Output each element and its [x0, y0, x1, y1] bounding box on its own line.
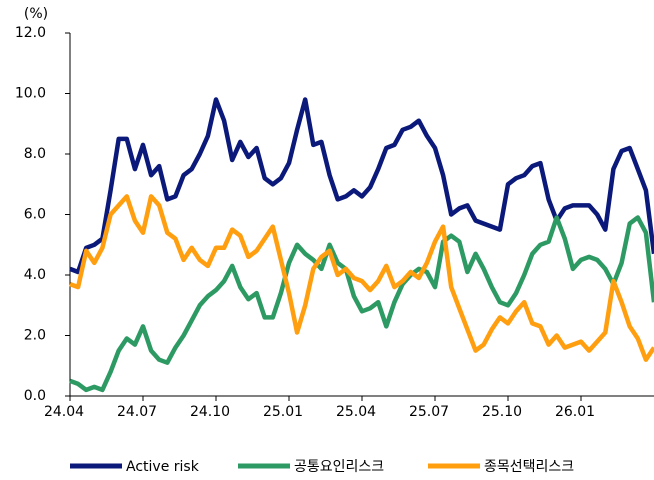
- unit-label: (%): [24, 6, 48, 22]
- legend-label: 공통요인리스크: [294, 459, 384, 475]
- legend-label: Active risk: [126, 459, 200, 475]
- y-tick-label: 8.0: [24, 146, 46, 162]
- x-tick-label: 24.04: [44, 404, 84, 420]
- x-tick-label: 25.07: [409, 404, 449, 420]
- y-tick-label: 10.0: [15, 86, 46, 102]
- series-line: [69, 215, 654, 393]
- x-tick-label: 25.10: [482, 404, 522, 420]
- legend-label: 종목선택리스크: [484, 459, 574, 475]
- series-line: [69, 194, 654, 362]
- y-tick-label: 12.0: [15, 25, 46, 41]
- y-tick-label: 6.0: [24, 207, 46, 223]
- x-tick-label: 25.01: [263, 404, 303, 420]
- y-tick-label: 4.0: [24, 267, 46, 283]
- x-tick-label: 26.01: [555, 404, 595, 420]
- y-tick-label: 2.0: [24, 328, 46, 344]
- x-tick-label: 24.10: [190, 404, 230, 420]
- y-tick-label: 0.0: [24, 388, 46, 404]
- x-tick-label: 25.04: [336, 404, 376, 420]
- x-tick-label: 24.07: [117, 404, 157, 420]
